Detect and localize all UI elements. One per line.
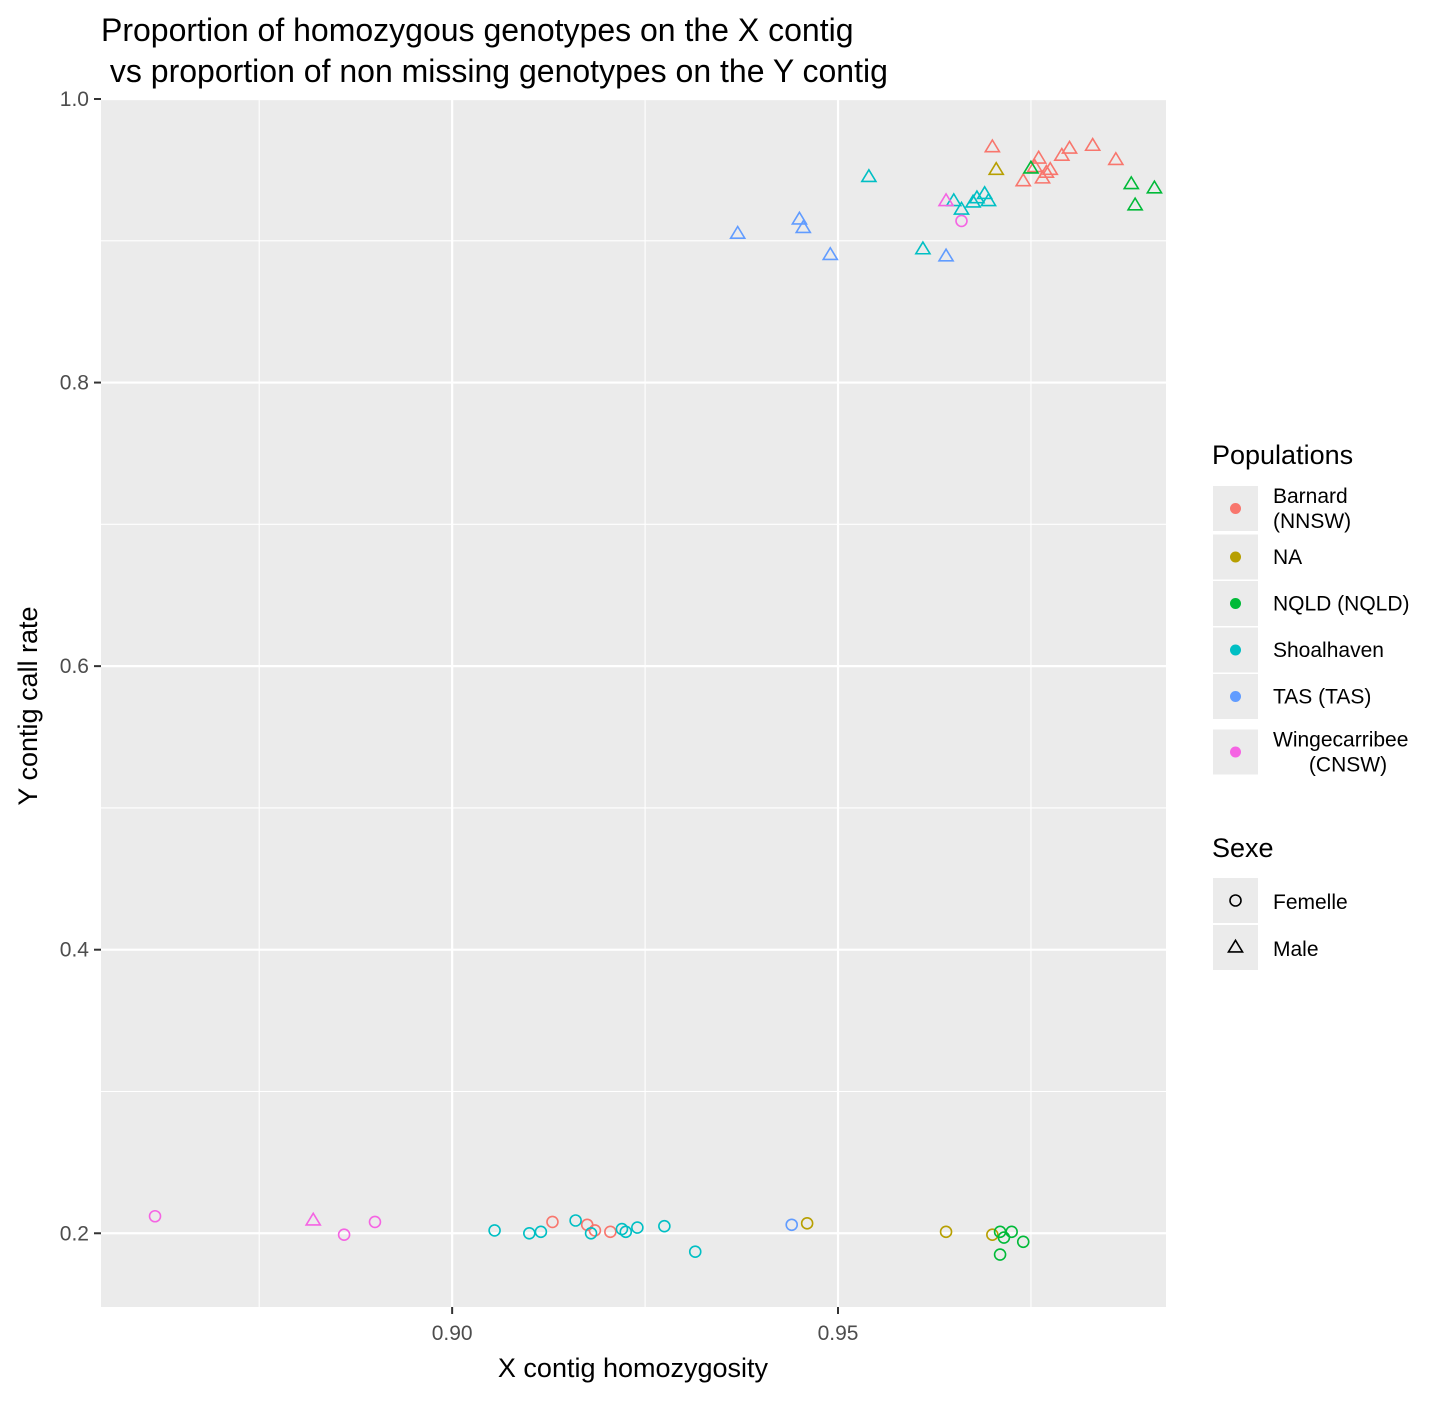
legend: Populations Barnard(NNSW) NA NQLD (NQLD) Sh… bbox=[1212, 440, 1410, 970]
data-point-barnard-male bbox=[1053, 146, 1071, 161]
y-axis: 0.2 0.4 0.6 0.8 1.0 bbox=[60, 88, 101, 1245]
data-point-nqld-male bbox=[1126, 196, 1144, 211]
data-point-barnard-male bbox=[1014, 172, 1032, 187]
data-point-shoalhaven-male bbox=[860, 168, 878, 183]
chart-title-line-2: vs proportion of non missing genotypes o… bbox=[101, 53, 888, 89]
legend-label-wingecarribee: (CNSW) bbox=[1309, 754, 1387, 777]
data-point-nqld-female bbox=[1016, 1235, 1030, 1249]
legend-label-wingecarribee: Wingecarribee bbox=[1273, 729, 1408, 752]
data-point-barnard-male bbox=[1026, 158, 1044, 173]
legend-swatch-wingecarribee bbox=[1230, 746, 1241, 758]
data-point-barnard-male bbox=[1061, 139, 1079, 154]
data-point-shoalhaven-male bbox=[980, 192, 997, 207]
data-point-barnard-male bbox=[1041, 161, 1059, 176]
x-tick-label: 0.95 bbox=[818, 1322, 859, 1345]
chart-title-line-1: Proportion of homozygous genotypes on th… bbox=[101, 12, 853, 48]
data-point-barnard-male bbox=[1034, 169, 1051, 184]
data-point-shoalhaven-male bbox=[953, 200, 970, 215]
data-point-tas-male bbox=[790, 210, 808, 225]
data-point-shoalhaven-female bbox=[534, 1225, 548, 1239]
data-point-tas-male bbox=[729, 224, 747, 239]
legend-swatch-female bbox=[1229, 894, 1242, 907]
data-point-barnard-male bbox=[1030, 149, 1048, 164]
data-points bbox=[148, 137, 1163, 1261]
legend-label-nqld: NQLD (NQLD) bbox=[1273, 593, 1410, 616]
y-tick-label: 0.8 bbox=[60, 372, 89, 395]
data-point-nqld-male bbox=[1022, 159, 1040, 174]
data-point-shoalhaven-female bbox=[631, 1221, 644, 1234]
y-tick-label: 0.4 bbox=[60, 939, 90, 962]
data-point-wingecarribee-female bbox=[368, 1215, 382, 1229]
data-point-shoalhaven-male bbox=[976, 185, 994, 200]
legend-label-na: NA bbox=[1273, 546, 1302, 569]
minor-gridlines bbox=[101, 99, 1166, 1307]
data-point-wingecarribee-female bbox=[955, 214, 968, 228]
data-point-nqld-male bbox=[1122, 175, 1140, 190]
data-point-tas-male bbox=[794, 219, 812, 234]
plot-panel bbox=[101, 99, 1166, 1307]
legend-title-sexe: Sexe bbox=[1212, 833, 1274, 863]
data-point-shoalhaven-female bbox=[584, 1226, 598, 1240]
data-point-wingecarribee-male bbox=[304, 1211, 322, 1226]
data-point-nqld-female bbox=[1005, 1225, 1018, 1239]
data-point-shoalhaven-female bbox=[488, 1224, 501, 1237]
x-axis: 0.90 0.95 bbox=[432, 1307, 859, 1345]
data-point-shoalhaven-male bbox=[964, 193, 982, 208]
legend-label-tas: TAS (TAS) bbox=[1273, 686, 1371, 709]
data-point-tas-female bbox=[785, 1218, 799, 1232]
legend-label-barnard: Barnard bbox=[1273, 485, 1348, 508]
x-tick-label: 0.90 bbox=[432, 1322, 473, 1345]
data-point-na-female bbox=[939, 1225, 953, 1239]
data-point-shoalhaven-female bbox=[658, 1219, 671, 1233]
data-point-barnard-female bbox=[546, 1215, 559, 1229]
data-point-nqld-male bbox=[1145, 179, 1163, 194]
data-point-barnard-male bbox=[983, 138, 1001, 153]
data-point-tas-male bbox=[821, 246, 839, 261]
legend-swatch-male bbox=[1227, 938, 1244, 953]
data-point-nqld-female bbox=[993, 1248, 1007, 1261]
data-point-shoalhaven-female bbox=[569, 1214, 582, 1227]
y-tick-label: 0.2 bbox=[60, 1222, 89, 1245]
data-point-tas-male bbox=[937, 247, 955, 262]
legend-label-female: Femelle bbox=[1273, 891, 1348, 914]
data-point-barnard-male bbox=[1084, 137, 1102, 152]
legend-key-female bbox=[1213, 878, 1258, 923]
legend-label-barnard: (NNSW) bbox=[1273, 510, 1351, 533]
legend-key-male bbox=[1213, 925, 1258, 970]
data-point-barnard-female bbox=[604, 1225, 617, 1239]
x-axis-title: X contig homozygosity bbox=[498, 1353, 769, 1383]
legend-swatch-nqld bbox=[1230, 598, 1241, 609]
legend-label-shoalhaven: Shoalhaven bbox=[1273, 639, 1384, 662]
data-point-barnard-male bbox=[1107, 151, 1125, 166]
legend-swatch-barnard bbox=[1230, 503, 1241, 514]
data-point-shoalhaven-male bbox=[914, 240, 932, 255]
y-axis-title: Y contig call rate bbox=[13, 606, 43, 805]
data-point-wingecarribee-female bbox=[337, 1228, 351, 1241]
data-point-na-male bbox=[987, 161, 1005, 176]
major-gridlines bbox=[101, 97, 1166, 1307]
legend-populations: Barnard(NNSW) NA NQLD (NQLD) Shoalhaven TAS … bbox=[1213, 485, 1410, 777]
legend-label-male: Male bbox=[1273, 938, 1319, 961]
data-point-shoalhaven-female bbox=[688, 1245, 702, 1259]
data-point-na-female bbox=[800, 1217, 814, 1230]
data-point-na-female bbox=[986, 1228, 999, 1241]
data-point-wingecarribee-female bbox=[148, 1209, 162, 1223]
legend-sexes: Femelle Male bbox=[1213, 878, 1348, 970]
legend-swatch-na bbox=[1230, 551, 1241, 563]
y-tick-label: 1.0 bbox=[60, 88, 89, 111]
data-point-shoalhaven-female bbox=[619, 1225, 633, 1239]
legend-title-populations: Populations bbox=[1212, 440, 1353, 470]
legend-swatch-tas bbox=[1230, 691, 1241, 702]
y-tick-label: 0.6 bbox=[60, 655, 89, 678]
legend-swatch-shoalhaven bbox=[1230, 644, 1241, 656]
data-point-barnard-female bbox=[588, 1224, 602, 1237]
data-point-shoalhaven-female bbox=[615, 1222, 629, 1236]
data-point-wingecarribee-male bbox=[937, 192, 955, 207]
